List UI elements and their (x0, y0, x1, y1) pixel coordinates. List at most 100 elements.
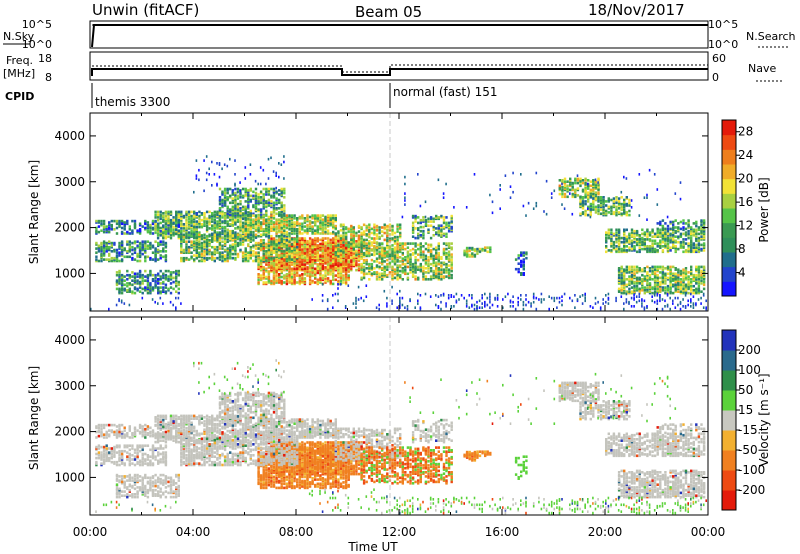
echo-cell (350, 240, 353, 243)
echo-cell (633, 282, 636, 285)
echo-cell (234, 209, 237, 213)
echo-cell (236, 187, 240, 191)
echo-cell (252, 219, 255, 223)
echo-cell (391, 253, 394, 256)
echo-cell (164, 259, 168, 263)
echo-cell (388, 223, 392, 227)
echo-cell (393, 272, 397, 276)
echo-cell (355, 259, 358, 262)
echo-cell (638, 246, 641, 249)
echo-cell (241, 254, 245, 257)
echo-cell (138, 282, 142, 285)
echo-cell (247, 189, 250, 192)
echo-cell (236, 197, 240, 200)
echo-cell (489, 247, 492, 251)
echo-cell (311, 271, 314, 275)
echo-cell (185, 227, 188, 230)
echo-cell (308, 255, 312, 258)
echo-cell (223, 212, 227, 216)
echo-cell (247, 214, 250, 217)
echo-cell (427, 256, 430, 259)
echo-cell (664, 236, 667, 240)
echo-cell (411, 235, 415, 238)
echo-cell (411, 253, 415, 256)
echo-cell (594, 180, 598, 183)
echo-cell (602, 208, 605, 211)
echo-cell (625, 236, 628, 240)
echo-cell (265, 281, 268, 284)
echo-cell (221, 236, 224, 239)
echo-cell (682, 228, 685, 232)
echo-cell (270, 205, 273, 209)
echo-cell (301, 238, 304, 242)
echo-cell (355, 256, 358, 260)
echo-cell (244, 194, 247, 198)
echo-cell (393, 260, 397, 263)
echo-cell (306, 253, 309, 257)
echo-cell (221, 244, 224, 248)
echo-cell (592, 201, 595, 205)
echo-cell (435, 227, 438, 230)
echo-cell (298, 252, 301, 255)
echo-cell (337, 245, 340, 249)
echo-cell (334, 255, 337, 258)
echo-cell (252, 244, 255, 248)
echo-cell (347, 266, 350, 269)
echo-cell (342, 246, 345, 250)
echo-cell (329, 268, 332, 272)
echo-cell (445, 267, 448, 270)
echo-cell (653, 247, 657, 251)
echo-cell (422, 265, 425, 269)
echo-cell (229, 213, 232, 217)
echo-cell (267, 256, 271, 260)
echo-cell (247, 201, 250, 205)
echo-cell (437, 262, 440, 266)
echo-cell (592, 197, 595, 200)
echo-cell (332, 242, 335, 246)
echo-cell (182, 214, 186, 218)
echo-cell (594, 205, 598, 209)
echo-cell (314, 215, 317, 219)
echo-cell (319, 271, 322, 275)
echo-cell (437, 231, 440, 234)
echo-cell (131, 229, 134, 232)
echo-cell (241, 251, 245, 254)
echo-cell (301, 251, 304, 254)
echo-cell (427, 243, 430, 247)
echo-cell (259, 259, 263, 263)
echo-cell (241, 228, 245, 232)
echo-cell (303, 273, 307, 276)
echo-cell (167, 213, 170, 216)
echo-cell (102, 247, 106, 250)
echo-cell (272, 256, 276, 260)
echo-cell (628, 268, 631, 271)
echo-cell (154, 220, 157, 223)
echo-cell (303, 229, 307, 232)
echo-cell (419, 218, 422, 222)
echo-cell (635, 265, 639, 269)
echo-cell (347, 249, 350, 253)
echo-cell (326, 221, 330, 224)
echo-cell (108, 252, 111, 256)
echo-cell (381, 258, 384, 262)
echo-cell (445, 275, 448, 278)
echo-cell (429, 256, 433, 259)
echo-cell (344, 273, 348, 276)
echo-cell (285, 223, 289, 227)
echo-cell (229, 218, 232, 222)
echo-cell (620, 267, 623, 270)
echo-cell (615, 235, 618, 238)
echo-cell (280, 264, 283, 268)
echo-cell (332, 278, 335, 282)
echo-cell (138, 275, 142, 278)
echo-cell (308, 251, 312, 254)
freq-strip: 18 8 60 0 Freq. [MHz] Nave (3, 51, 782, 84)
echo-cell (628, 283, 631, 287)
echo-cell (445, 242, 448, 245)
echo-cell (368, 229, 371, 232)
echo-cell (633, 265, 636, 269)
echo-cell (391, 267, 394, 270)
echo-cell (131, 252, 134, 256)
echo-cell (339, 275, 343, 279)
echo-cell (290, 258, 294, 261)
